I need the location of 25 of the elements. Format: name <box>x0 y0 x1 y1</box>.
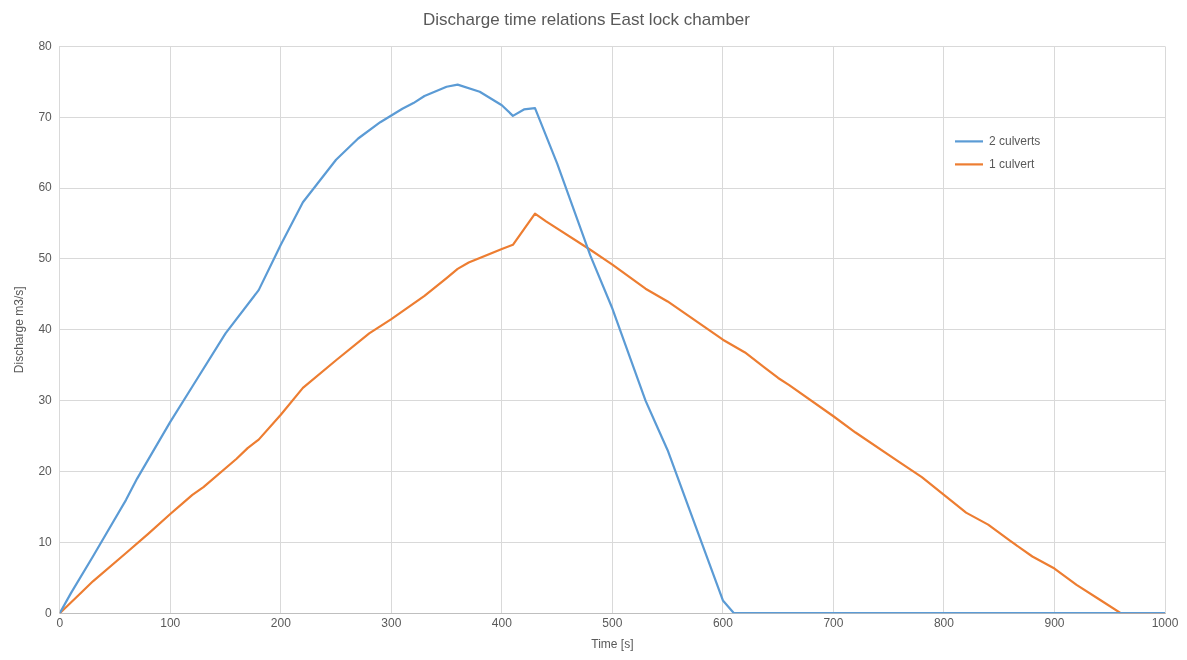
y-tick-label: 30 <box>38 392 53 407</box>
y-tick-label: 10 <box>38 534 53 549</box>
y-tick-label: 20 <box>38 463 53 478</box>
x-tick-label: 0 <box>56 615 64 630</box>
y-axis-title: Discharge m3/s] <box>11 286 26 374</box>
y-tick-label: 70 <box>38 109 53 124</box>
x-tick-label: 700 <box>823 615 844 630</box>
x-tick-label: 300 <box>381 615 402 630</box>
x-axis-title: Time [s] <box>591 637 634 652</box>
x-tick-label: 500 <box>602 615 623 630</box>
y-tick-label: 60 <box>38 180 53 195</box>
x-tick-label: 800 <box>933 615 955 630</box>
x-tick-label: 600 <box>712 615 734 630</box>
x-tick-label: 200 <box>270 615 292 630</box>
chart-title: Discharge time relations East lock chamber <box>423 9 751 29</box>
x-tick-label: 900 <box>1044 615 1065 630</box>
y-tick-label: 40 <box>38 322 53 337</box>
y-tick-label: 50 <box>38 251 53 266</box>
x-tick-label: 1000 <box>1151 615 1179 630</box>
y-tick-label: 80 <box>38 38 53 53</box>
x-tick-label: 100 <box>160 615 181 630</box>
legend-label: 1 culvert <box>989 156 1036 171</box>
legend-label: 2 culverts <box>989 133 1041 148</box>
y-tick-label: 0 <box>45 605 53 620</box>
x-tick-label: 400 <box>491 615 513 630</box>
